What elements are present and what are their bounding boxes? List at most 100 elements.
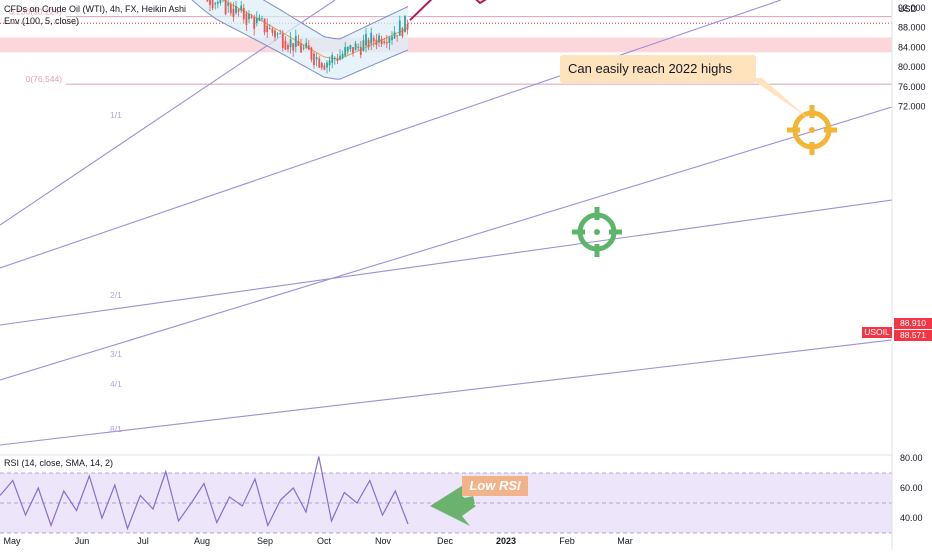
marker-price-tag: 88.571 <box>894 330 932 341</box>
candle-body <box>274 30 276 38</box>
candle-body <box>352 47 354 54</box>
rsi-line <box>0 456 409 531</box>
candle-body <box>341 53 344 58</box>
candle-body <box>276 33 279 35</box>
candle-body <box>310 47 313 60</box>
heikin-ashi-candles <box>206 0 409 74</box>
candle-body <box>305 42 308 48</box>
time-axis[interactable]: May Jun Jul Aug Sep Oct Nov Dec 2023 Feb Mar <box>3 536 632 546</box>
rsi-tick-label: 40.00 <box>900 513 923 523</box>
gann-label-3: 4/1 <box>110 379 122 389</box>
candle-body <box>253 17 256 29</box>
candle-body <box>284 40 287 50</box>
gann-label-4: 8/1 <box>110 424 122 434</box>
candle-body <box>297 41 300 46</box>
candle-body <box>326 62 328 68</box>
candle-body <box>313 53 315 66</box>
candle-body <box>281 33 284 48</box>
candle-body <box>378 35 380 43</box>
trendline-1 <box>0 0 782 269</box>
target-center <box>594 229 600 235</box>
gann-label-1: 2/1 <box>110 290 122 300</box>
candle-body <box>211 0 214 9</box>
candle-body <box>263 18 266 33</box>
candle-body <box>235 6 237 13</box>
candle-body <box>349 45 352 50</box>
candle-body <box>300 43 302 53</box>
target-center <box>809 127 815 133</box>
fib-label-4: 0(76.544) <box>26 74 63 84</box>
candle-body <box>372 38 375 42</box>
candle-body <box>206 0 209 2</box>
time-tick-label: Dec <box>437 536 454 546</box>
candle-body <box>320 62 323 68</box>
envelope-upper <box>262 0 409 40</box>
candle-body <box>331 55 334 63</box>
price-tick-label: 72.000 <box>898 102 926 112</box>
candle-body <box>268 28 271 30</box>
candle-body <box>385 42 388 44</box>
candle-body <box>315 57 318 60</box>
candle-body <box>227 3 230 6</box>
candle-body <box>224 0 227 15</box>
candle-body <box>393 32 396 39</box>
time-tick-label: Mar <box>617 536 633 546</box>
candle-body <box>287 45 289 50</box>
price-zones <box>0 37 892 53</box>
candle-body <box>219 0 222 3</box>
time-tick-label: Jul <box>137 536 149 546</box>
candle-body <box>323 65 326 70</box>
price-axis[interactable]: 140.000136.000132.000128.000124.000120.0… <box>898 0 931 112</box>
rsi-label: RSI (14, close, SMA, 14, 2) <box>4 458 114 468</box>
envelope-lower <box>191 0 409 80</box>
candle-body <box>362 40 365 51</box>
gann-label-2: 3/1 <box>110 349 122 359</box>
gann-label-0: 1/1 <box>110 110 122 120</box>
candle-body <box>370 32 373 44</box>
candle-body <box>365 33 367 46</box>
rsi-pane[interactable] <box>0 456 892 534</box>
candle-body <box>250 16 253 19</box>
candle-body <box>255 18 258 24</box>
candle-body <box>354 43 357 51</box>
symbol-tag: USOIL <box>862 327 892 338</box>
fibonacci-levels: 1(134.185)0.786(121.871)0.618(112.19)0.2… <box>0 7 892 85</box>
chart-title: CFDs on Crude Oil (WTI), 4h, FX, Heikin … <box>4 4 187 14</box>
candle-body <box>367 39 370 48</box>
candle-body <box>279 33 282 35</box>
crosshair-target-green-icon <box>572 207 622 257</box>
candle-body <box>401 28 404 37</box>
candle-body <box>216 1 219 4</box>
rsi-tick-label: 80.00 <box>900 453 923 463</box>
candle-body <box>289 39 292 48</box>
time-tick-label: Jun <box>75 536 90 546</box>
price-tick-label: 88.000 <box>898 23 926 33</box>
candle-body <box>248 14 250 20</box>
candle-body <box>406 23 409 30</box>
price-tick-label: 84.000 <box>898 42 926 52</box>
candle-body <box>388 37 391 43</box>
crosshair-target-gold-icon <box>787 105 837 155</box>
time-tick-label: Sep <box>257 536 273 546</box>
candle-body <box>375 39 378 45</box>
trendline-2 <box>0 106 893 381</box>
candle-body <box>391 36 393 41</box>
candle-body <box>339 55 341 60</box>
price-tick-label: 76.000 <box>898 82 926 92</box>
candle-body <box>242 7 245 20</box>
rsi-axis: 80.00 60.00 40.00 <box>900 453 923 523</box>
candle-body <box>302 47 305 49</box>
time-tick-label: Feb <box>559 536 575 546</box>
candle-body <box>357 46 360 48</box>
time-tick-label: 2023 <box>496 536 516 546</box>
candle-body <box>328 60 331 66</box>
candle-body <box>380 38 383 45</box>
candle-body <box>232 8 235 18</box>
callout-2022-highs: Can easily reach 2022 highs <box>560 55 756 83</box>
time-tick-label: Aug <box>194 536 210 546</box>
candle-body <box>307 45 310 50</box>
trendline-4 <box>0 199 893 326</box>
candle-body <box>294 35 297 47</box>
